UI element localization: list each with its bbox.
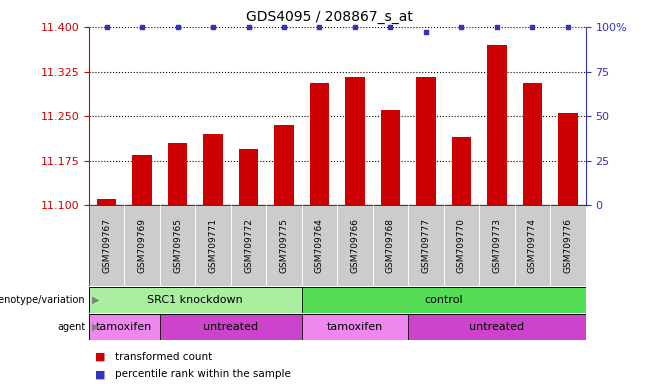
Bar	[408, 314, 586, 340]
Point	[456, 24, 467, 30]
Bar	[266, 205, 302, 286]
Text: transformed count: transformed count	[115, 352, 213, 362]
Text: GSM709768: GSM709768	[386, 218, 395, 273]
Text: GSM709772: GSM709772	[244, 218, 253, 273]
Bar	[522, 83, 542, 205]
Text: tamoxifen: tamoxifen	[327, 322, 383, 332]
Point	[243, 24, 254, 30]
Bar	[274, 125, 293, 205]
Text: GSM709767: GSM709767	[102, 218, 111, 273]
Point	[208, 24, 218, 30]
Text: GSM709777: GSM709777	[421, 218, 430, 273]
Bar	[168, 143, 188, 205]
Bar	[451, 137, 471, 205]
Text: GDS4095 / 208867_s_at: GDS4095 / 208867_s_at	[245, 10, 413, 23]
Bar	[89, 314, 160, 340]
Text: GSM709774: GSM709774	[528, 218, 537, 273]
Point	[349, 24, 360, 30]
Bar	[487, 45, 507, 205]
Bar	[479, 205, 515, 286]
Bar	[231, 205, 266, 286]
Text: genotype/variation: genotype/variation	[0, 295, 86, 305]
Point	[137, 24, 147, 30]
Point	[492, 24, 502, 30]
Bar	[302, 205, 337, 286]
Text: GSM709765: GSM709765	[173, 218, 182, 273]
Bar	[408, 205, 443, 286]
Bar	[515, 205, 550, 286]
Bar	[124, 205, 160, 286]
Bar	[345, 78, 365, 205]
Text: GSM709773: GSM709773	[492, 218, 501, 273]
Bar	[550, 205, 586, 286]
Point	[563, 24, 573, 30]
Bar	[302, 287, 586, 313]
Bar	[337, 205, 372, 286]
Bar	[160, 205, 195, 286]
Point	[279, 24, 290, 30]
Point	[101, 24, 112, 30]
Text: ▶: ▶	[92, 295, 99, 305]
Text: GSM709776: GSM709776	[563, 218, 572, 273]
Bar	[89, 205, 124, 286]
Bar	[195, 205, 231, 286]
Bar	[203, 134, 223, 205]
Text: untreated: untreated	[203, 322, 259, 332]
Bar	[443, 205, 479, 286]
Text: untreated: untreated	[469, 322, 524, 332]
Text: GSM709769: GSM709769	[138, 218, 147, 273]
Bar	[381, 110, 400, 205]
Bar	[372, 205, 408, 286]
Bar	[89, 287, 302, 313]
Point	[385, 24, 395, 30]
Text: GSM709771: GSM709771	[209, 218, 218, 273]
Point	[172, 24, 183, 30]
Text: tamoxifen: tamoxifen	[96, 322, 153, 332]
Bar	[160, 314, 302, 340]
Text: GSM709766: GSM709766	[351, 218, 359, 273]
Text: GSM709775: GSM709775	[280, 218, 288, 273]
Point	[315, 24, 325, 30]
Point	[527, 24, 538, 30]
Text: percentile rank within the sample: percentile rank within the sample	[115, 369, 291, 379]
Text: control: control	[424, 295, 463, 305]
Bar	[239, 149, 259, 205]
Text: ■: ■	[95, 352, 106, 362]
Text: ▶: ▶	[92, 322, 99, 332]
Point	[420, 29, 431, 35]
Bar	[302, 314, 408, 340]
Bar	[132, 155, 152, 205]
Bar	[310, 83, 329, 205]
Text: GSM709764: GSM709764	[315, 218, 324, 273]
Bar	[558, 113, 578, 205]
Bar	[97, 200, 116, 205]
Text: agent: agent	[57, 322, 86, 332]
Text: ■: ■	[95, 369, 106, 379]
Text: SRC1 knockdown: SRC1 knockdown	[147, 295, 243, 305]
Text: GSM709770: GSM709770	[457, 218, 466, 273]
Bar	[416, 78, 436, 205]
